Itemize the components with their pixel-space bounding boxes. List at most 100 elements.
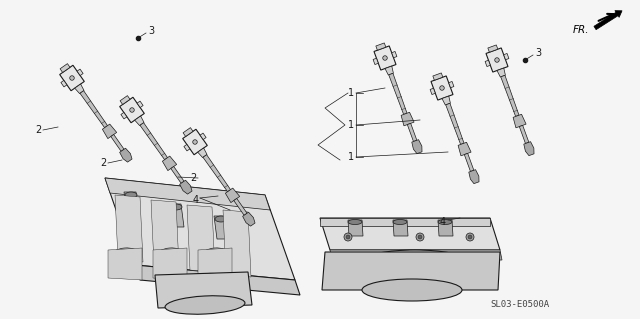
Polygon shape xyxy=(486,48,508,72)
Polygon shape xyxy=(115,195,143,262)
Polygon shape xyxy=(485,60,490,67)
Polygon shape xyxy=(468,170,479,184)
Polygon shape xyxy=(393,220,408,236)
Polygon shape xyxy=(430,88,435,94)
Circle shape xyxy=(466,233,474,241)
Text: SL03-E0500A: SL03-E0500A xyxy=(490,300,549,309)
Polygon shape xyxy=(407,123,417,142)
Polygon shape xyxy=(225,188,240,203)
Polygon shape xyxy=(120,96,130,104)
Polygon shape xyxy=(171,167,184,183)
Text: 1: 1 xyxy=(348,120,354,130)
Polygon shape xyxy=(348,220,363,236)
Ellipse shape xyxy=(125,192,137,198)
Ellipse shape xyxy=(111,248,139,262)
Text: FR.: FR. xyxy=(573,25,589,35)
Circle shape xyxy=(383,56,387,60)
Polygon shape xyxy=(330,250,502,260)
Text: 4: 4 xyxy=(193,195,199,205)
Circle shape xyxy=(193,140,197,144)
Polygon shape xyxy=(121,112,127,119)
Polygon shape xyxy=(519,125,529,144)
Text: 3: 3 xyxy=(535,48,541,58)
Bar xyxy=(410,262,420,268)
Polygon shape xyxy=(60,63,70,72)
Polygon shape xyxy=(120,148,132,162)
Ellipse shape xyxy=(393,219,407,225)
Polygon shape xyxy=(105,178,295,280)
Polygon shape xyxy=(80,91,108,128)
Polygon shape xyxy=(203,155,230,192)
Text: 2: 2 xyxy=(190,173,196,183)
Polygon shape xyxy=(198,248,232,280)
Polygon shape xyxy=(198,148,207,158)
Polygon shape xyxy=(488,45,498,52)
Text: 2: 2 xyxy=(100,158,106,168)
Polygon shape xyxy=(385,66,394,75)
Text: 1: 1 xyxy=(348,88,354,98)
Polygon shape xyxy=(376,43,386,50)
Polygon shape xyxy=(320,218,500,250)
Polygon shape xyxy=(108,248,142,280)
Circle shape xyxy=(346,235,350,239)
Polygon shape xyxy=(449,81,454,88)
Circle shape xyxy=(495,58,499,62)
Ellipse shape xyxy=(201,248,229,262)
Polygon shape xyxy=(60,65,84,91)
Polygon shape xyxy=(140,123,168,160)
Bar xyxy=(365,262,375,268)
Polygon shape xyxy=(75,84,84,93)
Polygon shape xyxy=(137,101,143,108)
Polygon shape xyxy=(61,80,67,87)
Ellipse shape xyxy=(156,248,184,262)
Polygon shape xyxy=(124,192,139,215)
Circle shape xyxy=(130,108,134,112)
Circle shape xyxy=(416,233,424,241)
Ellipse shape xyxy=(348,219,362,225)
Polygon shape xyxy=(412,140,422,154)
Polygon shape xyxy=(500,75,519,116)
Ellipse shape xyxy=(170,204,182,210)
Circle shape xyxy=(344,233,352,241)
Polygon shape xyxy=(163,156,177,171)
Polygon shape xyxy=(151,200,179,267)
Polygon shape xyxy=(105,178,270,210)
Text: 4: 4 xyxy=(440,217,446,227)
Polygon shape xyxy=(524,142,534,156)
Circle shape xyxy=(418,235,422,239)
Polygon shape xyxy=(135,265,300,295)
Polygon shape xyxy=(180,180,192,194)
Polygon shape xyxy=(111,135,124,151)
Polygon shape xyxy=(458,142,471,156)
Polygon shape xyxy=(153,248,187,280)
Polygon shape xyxy=(200,133,206,140)
Text: 3: 3 xyxy=(148,26,154,36)
Polygon shape xyxy=(320,218,490,226)
Polygon shape xyxy=(438,220,453,236)
Polygon shape xyxy=(445,103,464,145)
Polygon shape xyxy=(77,69,83,76)
Ellipse shape xyxy=(160,273,240,296)
Polygon shape xyxy=(135,116,144,126)
Polygon shape xyxy=(234,198,247,215)
Polygon shape xyxy=(120,97,144,123)
Circle shape xyxy=(468,235,472,239)
Polygon shape xyxy=(392,51,397,58)
Polygon shape xyxy=(504,54,509,60)
Polygon shape xyxy=(214,216,229,239)
Polygon shape xyxy=(464,153,474,172)
Text: 1: 1 xyxy=(348,152,354,162)
Polygon shape xyxy=(322,252,500,290)
Polygon shape xyxy=(513,114,526,128)
Ellipse shape xyxy=(165,296,245,314)
Polygon shape xyxy=(374,46,396,70)
Circle shape xyxy=(440,86,444,90)
Polygon shape xyxy=(184,145,190,151)
Polygon shape xyxy=(442,96,451,105)
Ellipse shape xyxy=(438,219,452,225)
Ellipse shape xyxy=(215,216,227,222)
Polygon shape xyxy=(155,272,252,308)
Polygon shape xyxy=(433,73,443,80)
Polygon shape xyxy=(431,76,453,100)
Polygon shape xyxy=(497,68,506,77)
